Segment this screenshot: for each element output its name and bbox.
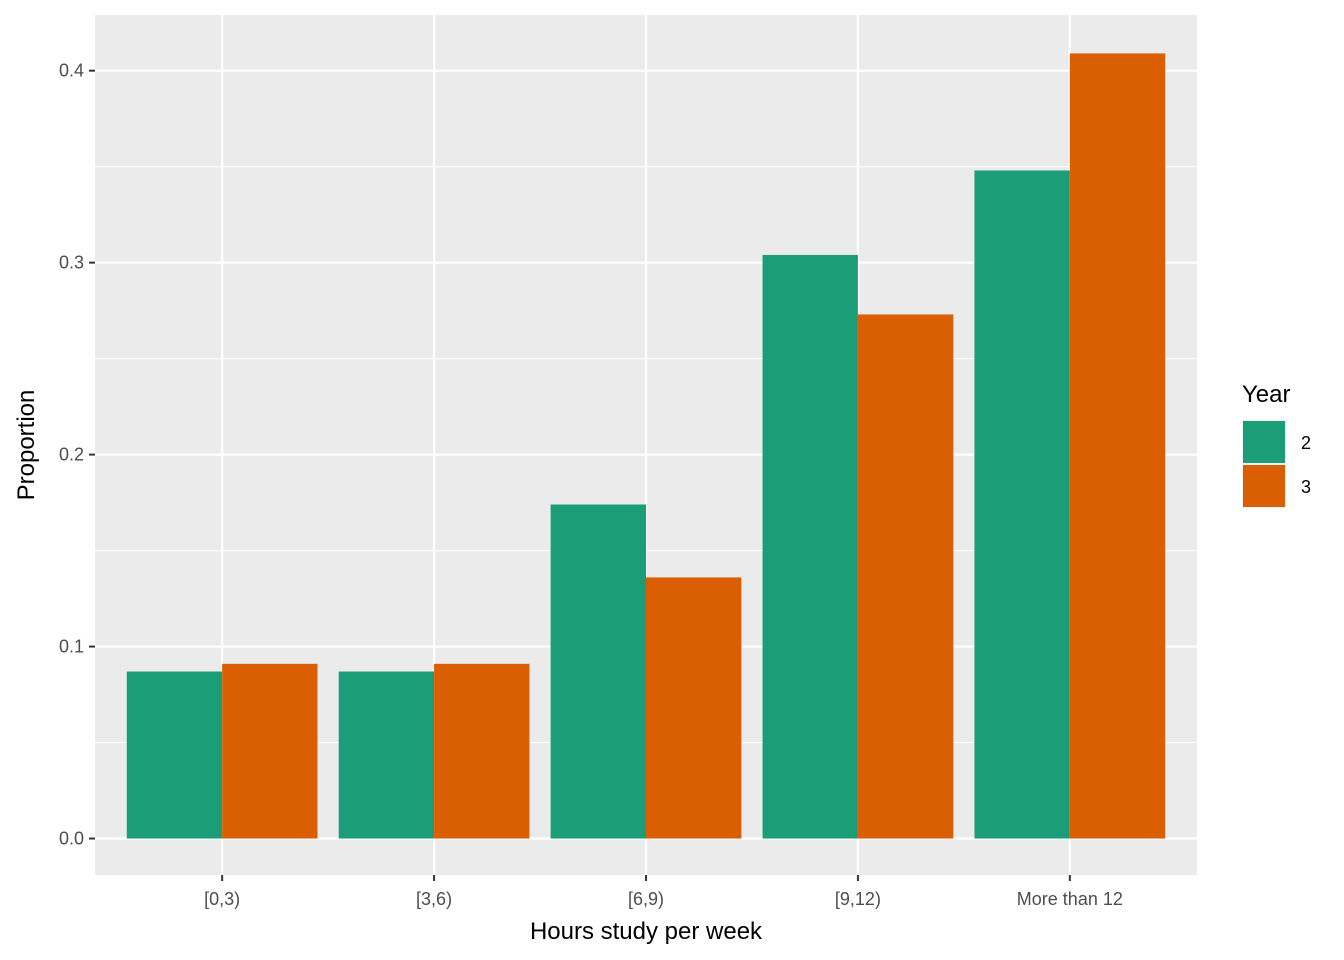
- x-tick-label: More than 12: [1017, 889, 1123, 909]
- bar-year-2-3: [762, 254, 858, 839]
- x-tick-label: [0,3): [204, 889, 240, 909]
- bar-year-3-2: [646, 577, 742, 839]
- y-tick-label: 0.3: [59, 253, 84, 273]
- bars: [126, 53, 1166, 839]
- x-tick-label: [9,12): [835, 889, 881, 909]
- bar-year-2-1: [338, 671, 435, 839]
- y-tick-label: 0.4: [59, 61, 84, 81]
- legend-title: Year: [1242, 381, 1291, 408]
- legend-label-3: 3: [1301, 477, 1311, 497]
- legend-swatch-2: [1243, 421, 1285, 463]
- x-axis-title: Hours study per week: [530, 918, 763, 945]
- bar-year-3-4: [1069, 53, 1166, 839]
- y-tick-label: 0.1: [59, 637, 84, 657]
- bar-year-2-2: [550, 504, 646, 839]
- x-tick-label: [3,6): [416, 889, 452, 909]
- legend: Year 2 3: [1242, 381, 1311, 508]
- y-tick-label: 0.2: [59, 445, 84, 465]
- y-axis: 0.0 0.1 0.2 0.3 0.4: [59, 61, 95, 849]
- bar-year-2-0: [126, 671, 223, 839]
- bar-year-2-4: [974, 170, 1070, 839]
- bar-year-3-1: [434, 663, 530, 839]
- legend-label-2: 2: [1301, 433, 1311, 453]
- y-axis-title: Proportion: [13, 390, 40, 501]
- bar-year-3-0: [222, 663, 318, 839]
- y-tick-label: 0.0: [59, 829, 84, 849]
- legend-swatch-3: [1243, 465, 1285, 507]
- x-axis: [0,3) [3,6) [6,9) [9,12) More than 12: [204, 875, 1123, 909]
- x-tick-label: [6,9): [628, 889, 664, 909]
- bar-year-3-3: [857, 314, 954, 839]
